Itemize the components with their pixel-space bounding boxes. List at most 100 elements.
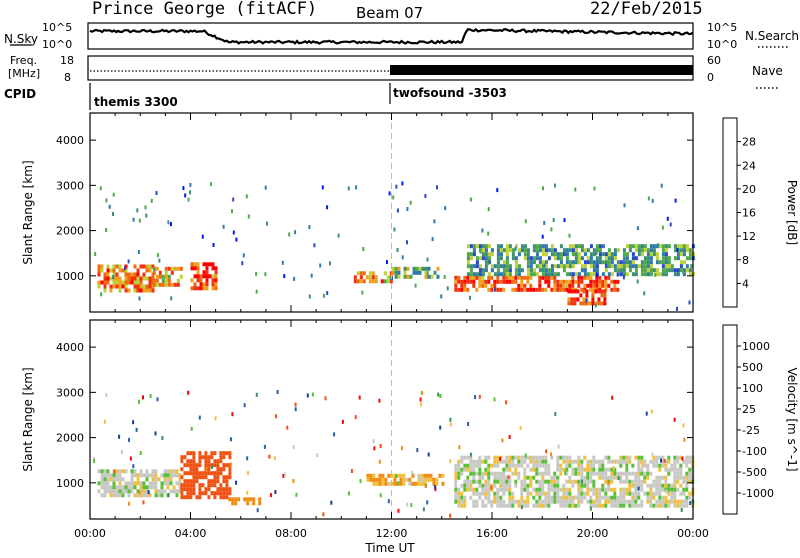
scatter-speck — [270, 493, 273, 498]
scatter-cell — [374, 275, 378, 280]
scatter-speck — [636, 279, 639, 284]
scatter-cell — [610, 495, 614, 500]
scatter-speck — [288, 232, 291, 237]
scatter-cell — [148, 276, 152, 281]
scatter-cell — [541, 483, 545, 488]
scatter-speck — [657, 243, 660, 248]
scatter-speck — [636, 226, 639, 231]
scatter-cell — [652, 252, 656, 257]
scatter-cell — [582, 289, 586, 294]
scatter-cell — [664, 268, 668, 273]
scatter-cell — [207, 455, 211, 460]
scatter-cell — [562, 252, 566, 257]
scatter-cell — [607, 260, 611, 265]
scatter-cell — [481, 244, 485, 249]
scatter-cell — [219, 471, 223, 476]
scatter-cell — [493, 483, 497, 488]
scatter-cell — [649, 268, 653, 273]
scatter-speck — [542, 186, 544, 191]
scatter-cell — [610, 459, 614, 464]
scatter-cell — [526, 491, 530, 496]
scatter-cell — [567, 301, 571, 306]
scatter-cell — [580, 475, 584, 480]
scatter-cell — [490, 503, 494, 508]
scatter-speck — [326, 205, 329, 210]
scatter-cell — [688, 495, 692, 500]
scatter-speck — [594, 303, 597, 308]
scatter-cell — [368, 271, 372, 276]
y-tick-label: 1000 — [56, 270, 84, 283]
scatter-cell — [673, 491, 677, 496]
scatter-cell — [553, 471, 557, 476]
colorbar-tick-label: -100 — [742, 445, 767, 458]
scatter-cell — [583, 252, 587, 257]
scatter-cell — [487, 483, 491, 488]
scatter-cell — [402, 481, 406, 486]
scatter-cell — [186, 459, 190, 464]
nsky-tick-low: 10^0 — [42, 38, 72, 51]
scatter-cell — [637, 479, 641, 484]
scatter-cell — [189, 479, 193, 484]
scatter-cell — [688, 459, 692, 464]
scatter-cell — [121, 268, 125, 273]
scatter-cell — [475, 459, 479, 464]
scatter-cell — [466, 275, 470, 280]
scatter-cell — [586, 487, 590, 492]
scatter-cell — [517, 252, 521, 257]
scatter-cell — [380, 279, 384, 284]
scatter-cell — [216, 471, 220, 476]
scatter-cell — [580, 248, 584, 253]
scatter-cell — [559, 503, 563, 508]
scatter-cell — [673, 475, 677, 480]
scatter-cell — [196, 286, 200, 291]
scatter-cell — [202, 286, 206, 291]
scatter-cell — [478, 471, 482, 476]
scatter-cell — [574, 272, 578, 277]
scatter-cell — [607, 275, 611, 280]
scatter-cell — [556, 463, 560, 468]
scatter-cell — [598, 471, 602, 476]
scatter-cell — [619, 491, 623, 496]
scatter-cell — [517, 287, 521, 292]
scatter-cell — [544, 495, 548, 500]
scatter-cell — [225, 483, 229, 488]
scatter-cell — [189, 487, 193, 492]
scatter-cell — [574, 479, 578, 484]
scatter-cell — [164, 274, 168, 279]
scatter-cell — [586, 471, 590, 476]
scatter-cell — [169, 469, 173, 474]
scatter-speck — [362, 247, 365, 251]
scatter-cell — [369, 473, 373, 478]
scatter-speck — [426, 257, 429, 262]
scatter-speck — [132, 420, 135, 425]
scatter-cell — [478, 283, 482, 288]
scatter-cell — [204, 451, 208, 456]
scatter-cell — [148, 284, 152, 289]
scatter-cell — [592, 459, 596, 464]
scatter-cell — [658, 467, 662, 472]
scatter-cell — [423, 477, 427, 482]
scatter-cell — [502, 475, 506, 480]
scatter-cell — [222, 475, 226, 480]
scatter-cell — [499, 264, 503, 269]
scatter-cell — [429, 473, 433, 478]
scatter-cell — [454, 463, 458, 468]
scatter-speck — [647, 196, 650, 201]
scatter-cell — [634, 479, 638, 484]
scatter-cell — [598, 252, 602, 257]
scatter-cell — [664, 256, 668, 261]
scatter-cell — [673, 244, 677, 249]
scatter-cell — [145, 284, 149, 289]
scatter-cell — [595, 256, 599, 261]
scatter-cell — [526, 279, 530, 284]
scatter-cell — [571, 244, 575, 249]
scatter-cell — [625, 479, 629, 484]
scatter-cell — [481, 503, 485, 508]
scatter-cell — [502, 272, 506, 277]
scatter-cell — [556, 475, 560, 480]
scatter-cell — [399, 473, 403, 478]
scatter-cell — [595, 283, 599, 288]
scatter-cell — [583, 475, 587, 480]
scatter-cell — [568, 244, 572, 249]
scatter-cell — [586, 283, 590, 288]
